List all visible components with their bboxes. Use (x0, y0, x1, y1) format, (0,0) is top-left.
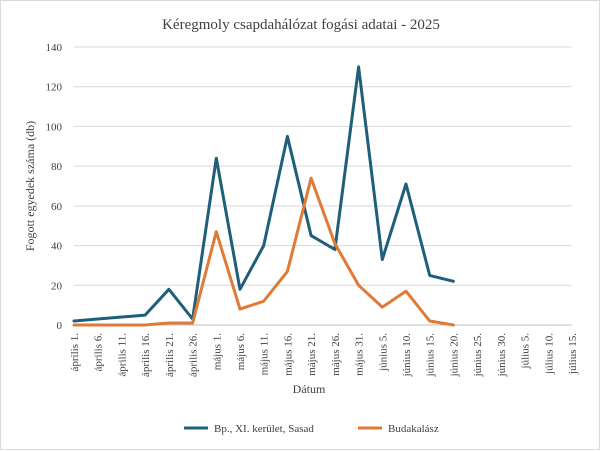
x-tick-label: május 16. (282, 333, 294, 376)
chart-title: Kéregmoly csapdahálózat fogási adatai - … (162, 17, 440, 33)
x-tick-label: május 21. (306, 333, 318, 376)
x-tick-label: április 16. (140, 333, 152, 377)
x-tick-label: június 15. (425, 333, 437, 378)
x-tick-label: július 15. (567, 333, 579, 375)
x-tick-label: június 30. (496, 333, 508, 378)
y-axis-label: Fogott egyedek száma (db) (23, 121, 37, 251)
x-tick-label: április 21. (164, 333, 176, 377)
x-tick-label: június 5. (377, 333, 389, 372)
x-tick-label: május 11. (259, 333, 271, 376)
x-tick-label: május 31. (354, 333, 366, 376)
x-tick-label: július 10. (543, 333, 555, 375)
series-line-2 (72, 176, 455, 327)
series-line-1 (72, 65, 455, 323)
legend-label-1: Bp., XI. kerület, Sasad (214, 423, 314, 435)
x-tick-label: április 6. (93, 333, 105, 372)
legend-label-2: Budakalász (388, 423, 439, 435)
y-tick-label: 0 (57, 320, 63, 332)
y-axis-ticks: 0 20 40 60 80 100 120 140 (46, 42, 63, 332)
x-tick-label: július 5. (520, 333, 532, 370)
x-tick-label: május 6. (235, 333, 247, 371)
x-axis-label: Dátum (293, 382, 326, 396)
x-tick-label: április 26. (188, 333, 200, 377)
x-tick-label: április 11. (116, 333, 128, 377)
x-tick-label: június 10. (401, 333, 413, 378)
x-tick-label: május 1. (211, 333, 223, 371)
y-tick-label: 80 (51, 161, 63, 173)
y-tick-label: 140 (46, 42, 63, 54)
series-lines (72, 65, 455, 327)
x-tick-label: június 20. (448, 333, 460, 378)
y-tick-label: 60 (51, 201, 63, 213)
x-tick-label: április 1. (69, 333, 81, 372)
x-axis-ticks: április 1. április 6. április 11. április 1… (69, 333, 579, 378)
legend: Bp., XI. kerület, Sasad Budakalász (184, 423, 439, 435)
grid-lines (74, 46, 572, 286)
y-tick-label: 100 (46, 121, 63, 133)
y-tick-label: 20 (51, 280, 63, 292)
x-tick-label: június 25. (472, 333, 484, 378)
x-tick-label: május 26. (330, 333, 342, 376)
y-tick-label: 120 (46, 82, 63, 94)
y-tick-label: 40 (51, 241, 63, 253)
